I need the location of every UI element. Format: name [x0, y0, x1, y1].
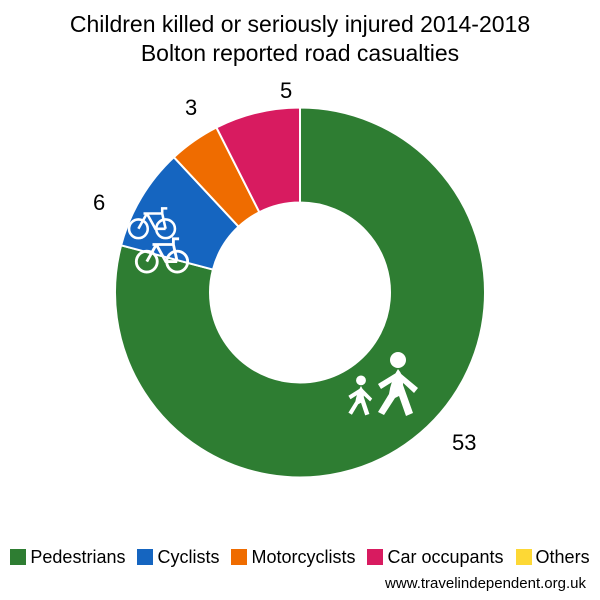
legend-swatch-pedestrians — [10, 549, 26, 565]
legend-item-others: Others — [516, 547, 590, 568]
legend-label-motorcyclists: Motorcyclists — [251, 547, 355, 567]
title-line-1: Children killed or seriously injured 201… — [70, 11, 530, 37]
legend-label-others: Others — [536, 547, 590, 567]
footer-url: www.travelindependent.org.uk — [385, 575, 586, 592]
legend-swatch-motorcyclists — [231, 549, 247, 565]
legend-swatch-car_occupants — [367, 549, 383, 565]
chart-title: Children killed or seriously injured 201… — [0, 0, 600, 68]
legend-item-cyclists: Cyclists — [137, 547, 219, 568]
legend-swatch-others — [516, 549, 532, 565]
legend-label-car_occupants: Car occupants — [387, 547, 503, 567]
legend-label-pedestrians: Pedestrians — [30, 547, 125, 567]
donut-svg — [100, 93, 500, 493]
slice-value-car_occupants: 5 — [280, 78, 292, 104]
slice-value-cyclists: 6 — [93, 190, 105, 216]
legend-label-cyclists: Cyclists — [157, 547, 219, 567]
legend-item-motorcyclists: Motorcyclists — [231, 547, 355, 568]
slice-value-motorcyclists: 3 — [185, 95, 197, 121]
legend-item-pedestrians: Pedestrians — [10, 547, 125, 568]
legend: Pedestrians Cyclists Motorcyclists Car occu… — [0, 547, 600, 568]
donut-chart — [100, 93, 500, 498]
title-line-2: Bolton reported road casualties — [141, 40, 459, 66]
legend-item-car_occupants: Car occupants — [367, 547, 503, 568]
slice-value-pedestrians: 53 — [452, 430, 476, 456]
legend-swatch-cyclists — [137, 549, 153, 565]
